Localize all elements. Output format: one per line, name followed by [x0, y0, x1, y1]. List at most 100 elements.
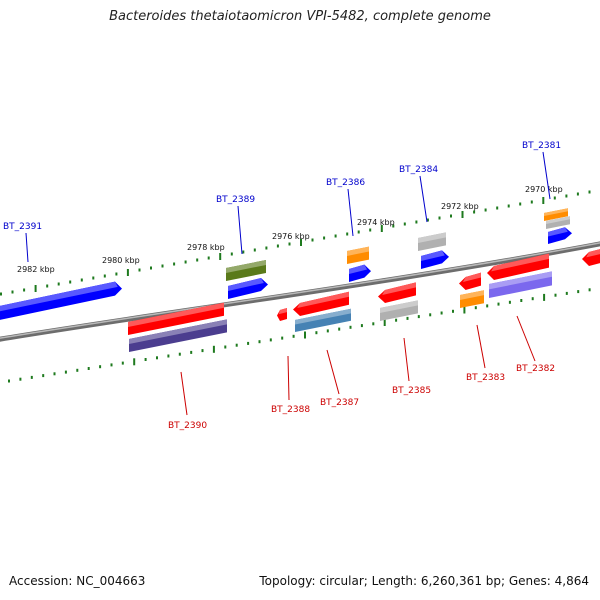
gene-arrow-highlight [295, 308, 351, 325]
gene-label: BT_2382 [516, 364, 555, 374]
gene-bt-2385-rna- [380, 300, 418, 321]
lower-track-tick [281, 336, 284, 340]
lower-track-tick [497, 302, 500, 306]
upper-track-tick [415, 220, 418, 224]
upper-track-tick [426, 218, 429, 222]
lower-track-tick [372, 322, 375, 326]
lower-track-tick [190, 350, 193, 354]
upper-track-tick [565, 194, 568, 198]
lower-track-tick [565, 291, 568, 295]
lower-track-tick [76, 368, 79, 372]
leader-line [326, 349, 340, 395]
gene-arrow-highlight [380, 300, 418, 313]
gene-arrow-highlight [349, 264, 368, 274]
upper-track-tick [438, 216, 441, 220]
lower-track-tick [121, 361, 124, 365]
lower-track-tick [19, 377, 22, 381]
gene-arrow-highlight [382, 282, 416, 295]
lower-track-tick [87, 367, 90, 370]
gene-bt-2389-cds- [228, 278, 268, 299]
lower-track-tick [292, 334, 295, 338]
ruler-label: 2982 kbp [17, 265, 55, 274]
gene-arrow-highlight [460, 290, 484, 300]
upper-track-tick [530, 200, 533, 204]
gene-arrow-highlight [491, 253, 549, 272]
upper-track-tick [403, 222, 406, 226]
map-title: Bacteroides thetaiotaomicron VPI-5482, c… [109, 9, 491, 24]
upper-track-tick [392, 224, 395, 228]
ruler-label: 2978 kbp [187, 243, 225, 252]
gene-label: BT_2385 [392, 386, 431, 396]
gene-label: BT_2390 [168, 421, 207, 431]
upper-track-tick [496, 206, 499, 210]
gene-bt-2381-cds- [548, 227, 572, 244]
upper-track-tick [461, 211, 464, 218]
gene-bt-2380 [582, 249, 600, 266]
leader-line [287, 355, 290, 401]
lower-track-tick [360, 324, 363, 328]
lower-track-tick [486, 304, 489, 308]
upper-track-tick [0, 292, 2, 296]
lower-track-tick [42, 374, 45, 378]
lower-track-tick [383, 319, 386, 326]
upper-track-tick [357, 230, 360, 234]
gene-bt-2390-rna- [129, 319, 227, 352]
leader-line [347, 188, 354, 237]
ruler-label: 2970 kbp [525, 185, 563, 194]
leader-line [516, 315, 536, 362]
upper-track-tick [323, 236, 326, 240]
accession-text: Accession: NC_004663 [9, 574, 146, 588]
gene-bt-2385 [378, 282, 416, 303]
gene-bt-2383 [459, 272, 481, 290]
gene-label: BT_2388 [271, 405, 310, 415]
gene-bt-2387-rna- [295, 308, 351, 332]
lower-track-tick [133, 358, 136, 366]
upper-track-tick [196, 258, 199, 262]
gene-arrow-highlight [226, 260, 266, 273]
lower-track-tick [315, 331, 318, 335]
upper-track-tick [92, 276, 95, 280]
gene-arrow-highlight [297, 291, 349, 308]
ruler-label: 2974 kbp [357, 218, 395, 227]
lower-track-tick [326, 329, 329, 333]
upper-track-tick [473, 210, 476, 214]
lower-track-tick [474, 306, 477, 310]
leader-line [419, 175, 428, 223]
upper-track-tick [369, 228, 372, 232]
upper-track-tick [69, 280, 72, 284]
lower-track-tick [531, 297, 534, 301]
topology-text: Topology: circular; Length: 6,260,361 bp… [259, 574, 589, 588]
gene-arrow-highlight [544, 208, 568, 217]
ruler-label: 2972 kbp [441, 202, 479, 211]
upper-track-tick [207, 256, 210, 260]
gene-bt-2382-rna- [489, 271, 552, 298]
lower-track-tick [53, 372, 56, 376]
gene-bt-2387 [293, 291, 349, 316]
lower-track-tick [588, 288, 591, 292]
lower-track-tick [554, 293, 557, 297]
gene-arrow-highlight [347, 246, 369, 256]
gene-arrow-highlight [421, 250, 445, 261]
lower-track-tick [167, 354, 170, 358]
gene-bt-2388 [277, 308, 287, 321]
lower-track-tick [577, 290, 580, 294]
lower-track-tick [110, 363, 113, 367]
upper-track-tick [80, 278, 83, 282]
upper-track-tick [184, 260, 187, 264]
upper-track-tick [219, 253, 222, 260]
leader-line [403, 337, 410, 382]
upper-track-tick [588, 190, 591, 194]
lower-track-tick [30, 375, 33, 379]
lower-track-tick [212, 345, 215, 353]
upper-track-tick [553, 196, 556, 200]
gene-bt-2391 [0, 281, 122, 320]
upper-track-tick [346, 232, 349, 236]
upper-track-tick [507, 204, 510, 208]
upper-track-tick [242, 250, 245, 254]
upper-track-tick [138, 268, 141, 272]
gene-label: BT_2391 [3, 222, 42, 232]
upper-track-tick [334, 234, 337, 238]
upper-track-tick [450, 214, 452, 218]
leader-line [542, 151, 551, 200]
lower-track-tick [8, 379, 10, 383]
